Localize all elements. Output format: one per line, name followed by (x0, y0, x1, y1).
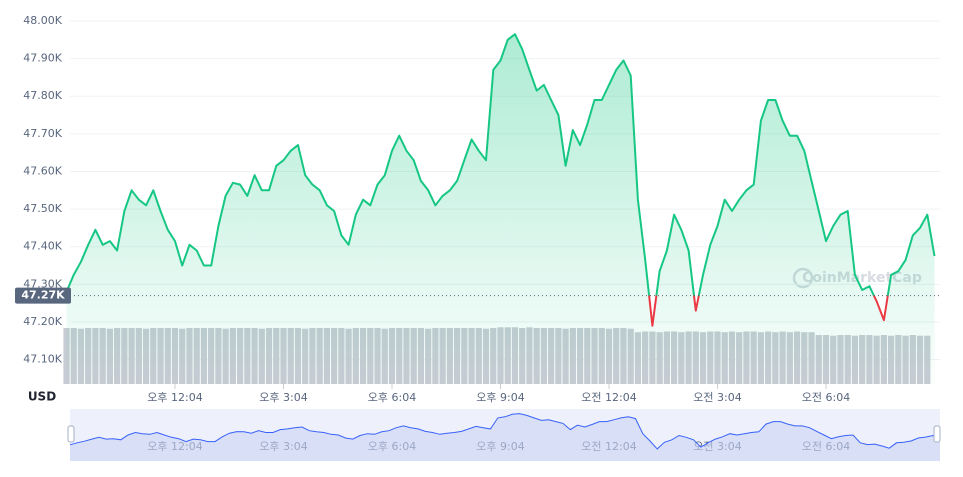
price-line (65, 33, 936, 327)
currency-label: USD (28, 390, 56, 404)
x-tick-label: 오후 12:04 (147, 391, 202, 404)
area (66, 34, 935, 384)
reference-label: 47.27K (21, 289, 65, 302)
y-tick-label: 47.10K (23, 353, 62, 366)
x-tick-label: 오후 6:04 (368, 391, 416, 404)
y-tick-label: 47.30K (23, 277, 62, 290)
x-tick-label: 오후 9:04 (476, 391, 524, 404)
navigator-line (69, 413, 941, 450)
y-tick-label: 47.20K (23, 315, 62, 328)
y-tick-label: 47.60K (23, 164, 62, 177)
y-tick-label: 47.50K (23, 202, 62, 215)
x-tick-label: 오후 3:04 (259, 391, 307, 404)
y-tick-label: 48.00K (23, 14, 62, 27)
y-tick-label: 47.80K (23, 89, 62, 102)
x-tick-label: 오전 6:04 (802, 391, 850, 404)
navigator-area (70, 413, 940, 461)
navigator-handle[interactable] (67, 425, 75, 443)
y-tick-label: 47.90K (23, 52, 62, 65)
x-tick-label: 오전 3:04 (693, 391, 741, 404)
reference-box (15, 287, 71, 304)
navigator-handle[interactable] (933, 425, 941, 443)
y-tick-label: 47.40K (23, 240, 62, 253)
x-tick-label: 오전 12:04 (581, 391, 636, 404)
y-tick-label: 47.70K (23, 127, 62, 140)
